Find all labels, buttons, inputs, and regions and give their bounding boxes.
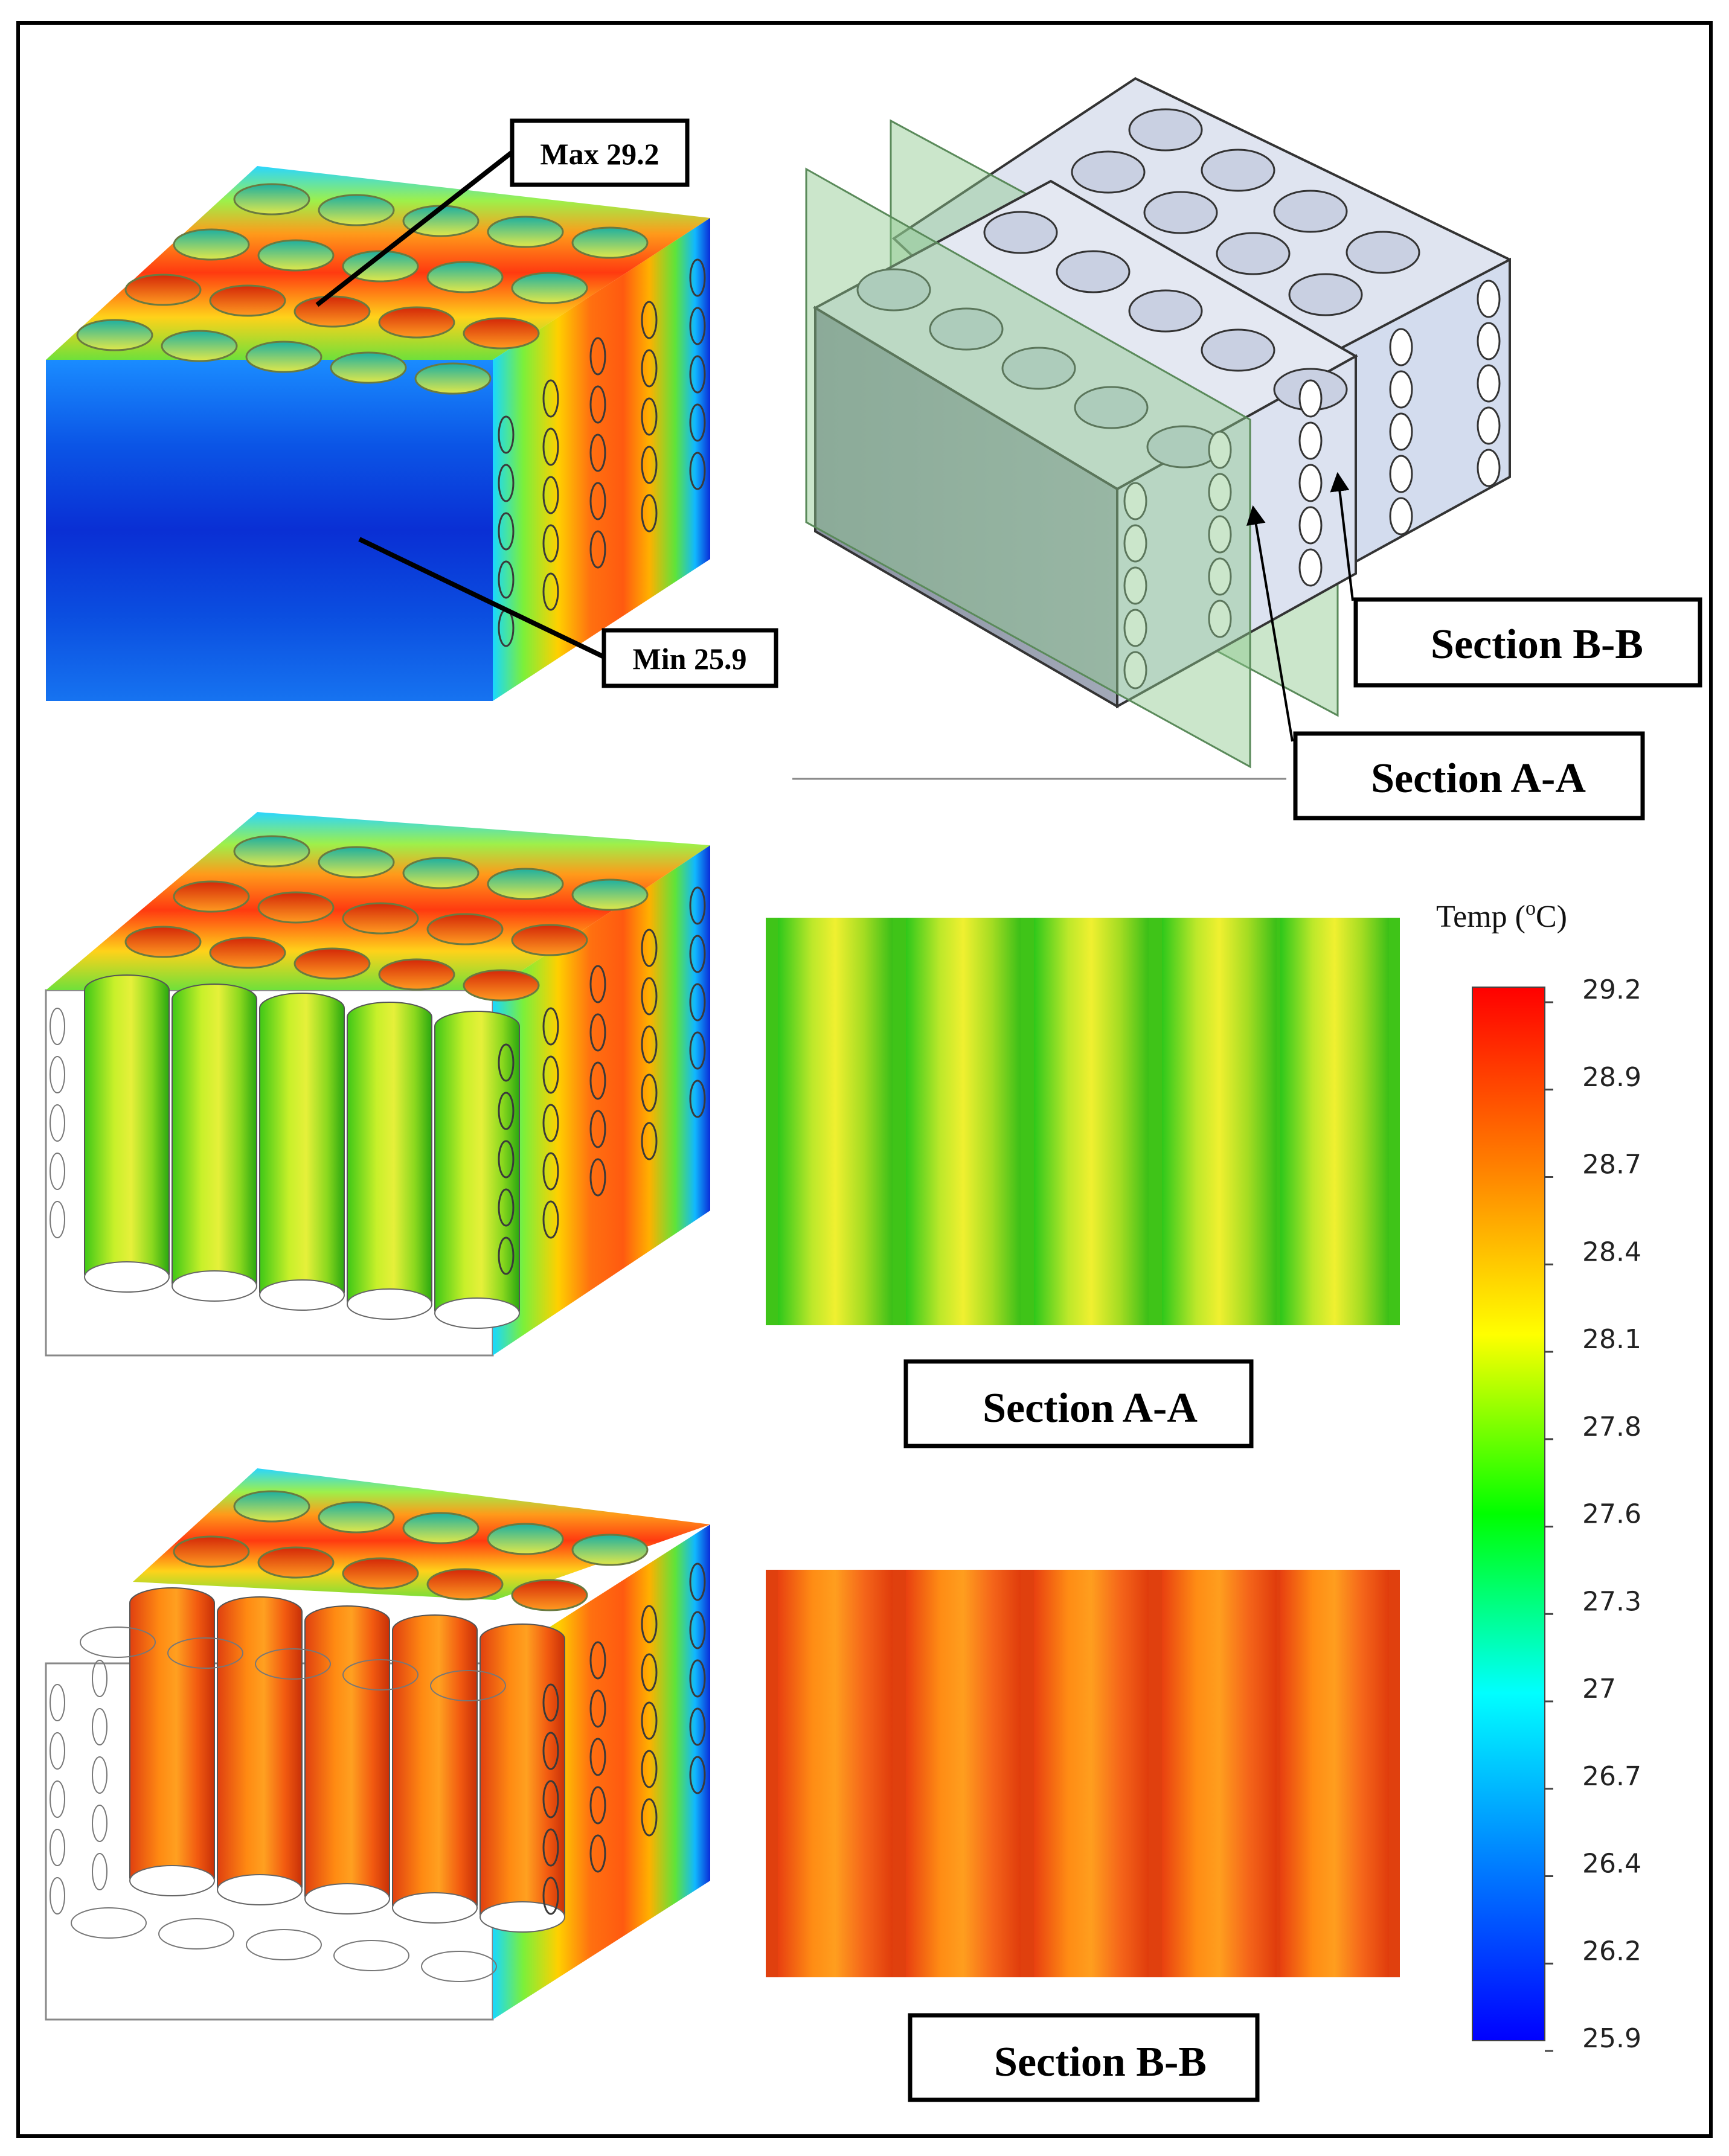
section-plane-a	[805, 167, 1251, 769]
legend-tick-label: 27.3	[1582, 1586, 1641, 1617]
min-callout-box	[601, 628, 778, 688]
legend-tick-label: 25.9	[1582, 2023, 1641, 2054]
legend-tick-label: 28.9	[1582, 1062, 1641, 1093]
cylinders-a	[84, 974, 520, 1326]
section-a-callout-label: Section A-A	[1371, 755, 1586, 802]
section-view-side-holes	[1123, 280, 1501, 689]
figure-frame	[16, 21, 1713, 2138]
legend-tick-label: 26.4	[1582, 1849, 1641, 1879]
section-b-callout-box	[1353, 597, 1702, 688]
section-a-contour	[766, 918, 1400, 1325]
section-view-top-holes	[856, 108, 1420, 469]
section-b-callout-label: Section B-B	[1431, 621, 1643, 668]
legend-tick-label: 29.2	[1582, 974, 1641, 1005]
legend-tick-label: 28.7	[1582, 1150, 1641, 1180]
legend-colorbar	[1472, 987, 1545, 2041]
block-full-view	[46, 166, 710, 701]
legend-tick-label: 27.6	[1582, 1499, 1641, 1530]
max-callout-box	[510, 118, 690, 187]
section-a-label-box	[903, 1359, 1254, 1448]
legend-tick-label: 28.4	[1582, 1236, 1641, 1267]
top-holes	[76, 183, 649, 395]
legend-tick-label: 26.2	[1582, 1936, 1641, 1966]
legend-tick-label: 27.8	[1582, 1412, 1641, 1442]
section-b-contour	[766, 1570, 1400, 1977]
section-a-label: Section A-A	[983, 1385, 1198, 1431]
max-callout-label: Max 29.2	[540, 137, 659, 171]
section-b-label: Section B-B	[994, 2039, 1207, 2085]
section-a-callout-box	[1293, 731, 1645, 820]
legend-tick-label: 26.7	[1582, 1761, 1641, 1792]
section-planes-view	[805, 77, 1511, 769]
side-holes	[498, 258, 706, 647]
section-a-arrow	[1246, 505, 1294, 742]
block-cut-b	[45, 1468, 710, 2021]
legend-tick-labels: 29.2 28.9 28.7 28.4 28.1 27.8 27.6 27.3 27 26.7 26…	[1545, 974, 1641, 2054]
legend-tick-label: 27	[1582, 1674, 1616, 1704]
section-b-label-box	[908, 2013, 1260, 2102]
legend-tick-label: 28.1	[1582, 1324, 1641, 1355]
min-leader-line	[358, 537, 605, 659]
block-side-face	[493, 218, 710, 701]
max-leader-line	[315, 150, 514, 307]
block-cut-a	[45, 812, 710, 1357]
min-callout-label: Min 25.9	[633, 642, 747, 676]
section-b-arrow	[1330, 472, 1354, 601]
block-front-face	[46, 360, 493, 701]
legend-title: Temp (oC)	[1436, 897, 1567, 934]
